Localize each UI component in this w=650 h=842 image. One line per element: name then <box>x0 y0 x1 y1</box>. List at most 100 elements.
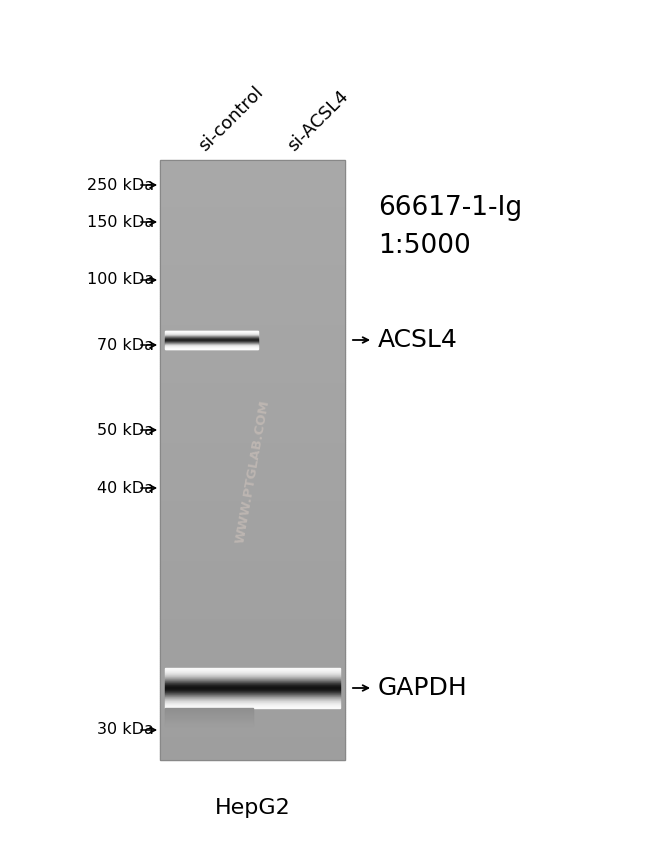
Bar <box>160 494 345 496</box>
Bar <box>160 294 345 296</box>
Bar <box>160 568 345 570</box>
Bar <box>160 166 345 168</box>
Text: WWW.PTGLAB.COM: WWW.PTGLAB.COM <box>233 399 272 545</box>
Bar <box>160 670 345 672</box>
Bar <box>160 336 345 338</box>
Bar <box>160 716 345 718</box>
Bar <box>160 476 345 478</box>
Bar <box>160 440 345 442</box>
Bar <box>160 234 345 236</box>
Bar <box>160 740 345 742</box>
Bar <box>160 246 345 248</box>
Bar <box>160 244 345 246</box>
Bar <box>160 302 345 304</box>
Bar <box>160 512 345 514</box>
Bar <box>160 608 345 610</box>
Bar <box>160 660 345 662</box>
Bar <box>160 656 345 658</box>
Bar <box>160 266 345 268</box>
Bar <box>160 378 345 380</box>
Bar <box>160 712 345 714</box>
Bar <box>160 534 345 536</box>
Bar <box>160 562 345 564</box>
Bar <box>160 482 345 484</box>
Bar <box>160 648 345 650</box>
Bar <box>160 636 345 638</box>
Bar <box>160 516 345 518</box>
Bar <box>160 216 345 218</box>
Bar <box>165 723 252 724</box>
Bar <box>160 342 345 344</box>
Bar <box>160 344 345 346</box>
Bar <box>160 432 345 434</box>
Bar <box>160 192 345 194</box>
Bar <box>160 458 345 460</box>
Text: si-control: si-control <box>196 83 267 155</box>
Bar <box>160 506 345 508</box>
Bar <box>160 668 345 670</box>
Bar <box>160 362 345 364</box>
Bar <box>160 720 345 722</box>
Bar <box>160 238 345 240</box>
Bar <box>160 180 345 182</box>
Bar <box>160 576 345 578</box>
Bar <box>160 556 345 558</box>
Bar <box>160 438 345 440</box>
Bar <box>160 728 345 730</box>
Bar <box>160 314 345 316</box>
Bar <box>165 715 252 716</box>
Bar <box>160 442 345 444</box>
Bar <box>160 598 345 600</box>
Bar <box>160 730 345 732</box>
Bar <box>160 464 345 466</box>
Bar <box>160 548 345 550</box>
Bar <box>160 518 345 520</box>
Bar <box>160 182 345 184</box>
Bar <box>160 348 345 350</box>
Bar <box>160 452 345 454</box>
Bar <box>160 684 345 686</box>
Bar <box>160 582 345 584</box>
Bar <box>160 284 345 286</box>
Bar <box>160 632 345 634</box>
Bar <box>160 526 345 528</box>
Bar <box>160 628 345 630</box>
Bar <box>160 200 345 202</box>
Bar <box>160 252 345 254</box>
Bar <box>160 422 345 424</box>
Text: 100 kDa: 100 kDa <box>86 273 154 287</box>
Bar <box>160 500 345 502</box>
Bar <box>160 754 345 756</box>
Bar <box>165 710 252 711</box>
Bar <box>160 456 345 458</box>
Bar <box>160 360 345 362</box>
Text: HepG2: HepG2 <box>214 798 291 818</box>
Bar <box>160 592 345 594</box>
Bar <box>160 236 345 238</box>
Bar <box>160 462 345 464</box>
Bar <box>160 340 345 342</box>
Bar <box>160 164 345 166</box>
Bar <box>160 498 345 500</box>
Bar <box>160 372 345 374</box>
Bar <box>160 240 345 242</box>
Bar <box>160 400 345 402</box>
Bar <box>160 710 345 712</box>
Bar <box>160 634 345 636</box>
Bar <box>160 198 345 200</box>
Bar <box>160 706 345 708</box>
Bar <box>160 640 345 642</box>
Bar <box>160 394 345 396</box>
Bar <box>160 734 345 736</box>
Bar <box>160 402 345 404</box>
Bar <box>160 602 345 604</box>
Bar <box>160 308 345 310</box>
Bar <box>160 386 345 388</box>
Bar <box>160 416 345 418</box>
Bar <box>160 470 345 472</box>
Bar <box>160 184 345 186</box>
Bar <box>160 278 345 280</box>
Bar <box>160 680 345 682</box>
Bar <box>160 488 345 490</box>
Bar <box>160 666 345 668</box>
